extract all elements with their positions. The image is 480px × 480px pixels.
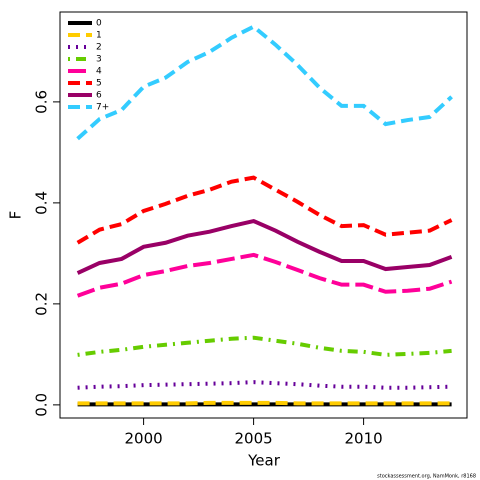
legend-label: 4 [96,67,102,77]
legend-label: 6 [96,91,102,101]
y-tick-label: 0.4 [33,191,51,215]
legend-label: 5 [96,79,102,89]
plot-frame [59,11,468,419]
y-axis-label: F [7,211,25,220]
series-line [77,335,452,357]
legend-label: 7+ [96,103,109,113]
y-tick-label: 0.0 [33,393,51,417]
x-tick-label: 2010 [345,430,383,448]
x-axis-label: Year [247,452,281,470]
y-tick-label: 0.6 [33,90,51,114]
series-line [76,218,453,275]
series-line [76,252,453,298]
footnote: stockassessment.org, NamMonk, r8168 [377,474,476,480]
series-line [77,380,452,390]
legend-label: 0 [96,19,102,29]
series-line [76,175,453,245]
series-line [76,24,453,141]
legend-label: 3 [96,55,102,65]
y-tick-label: 0.2 [33,292,51,316]
legend-label: 2 [96,43,102,53]
series-line [77,400,452,406]
x-tick-label: 2005 [235,430,273,448]
legend-label: 1 [96,31,102,41]
x-tick-label: 2000 [125,430,163,448]
